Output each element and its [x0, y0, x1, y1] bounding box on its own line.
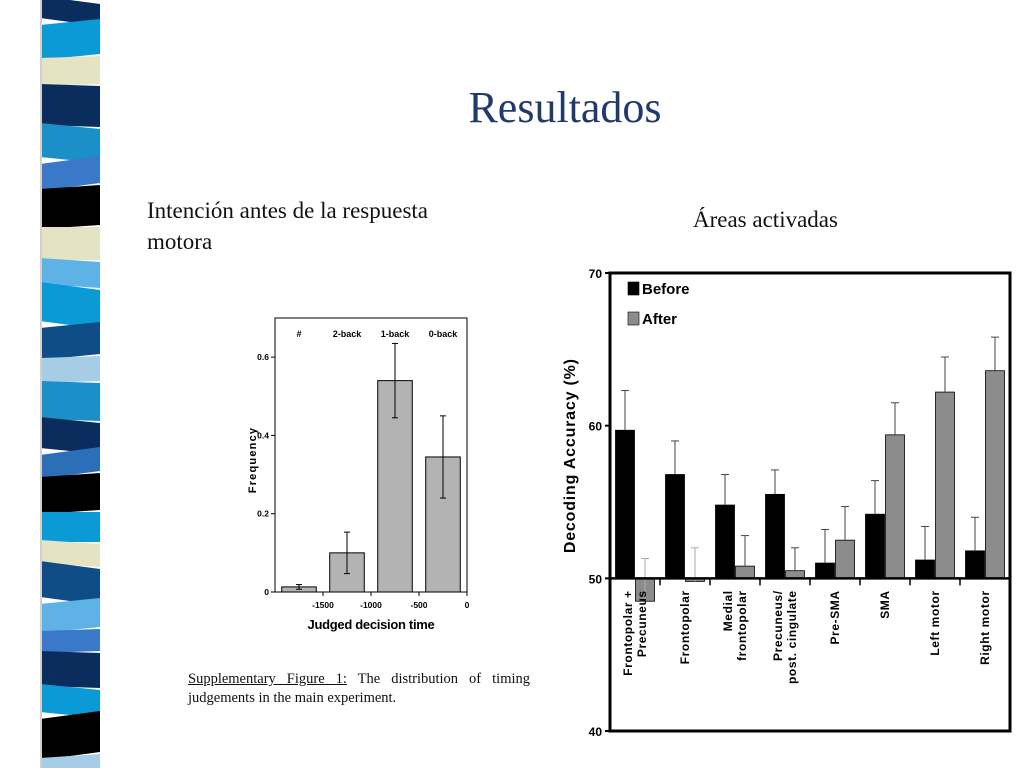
stripe-segment	[40, 227, 100, 260]
y-axis-label: Decoding Accuracy (%)	[562, 358, 579, 553]
bar-after	[835, 539, 855, 579]
top-label: 2-back	[333, 329, 363, 339]
category-label: SMA	[878, 590, 892, 618]
top-label: 0-back	[429, 329, 459, 339]
legend-label: After	[642, 311, 677, 328]
category-label-line: SMA	[878, 590, 892, 618]
stripe-segment	[40, 0, 100, 26]
y-tick-label: 0.2	[257, 509, 269, 519]
x-tick-label: -1000	[360, 600, 382, 610]
stripe-edge	[40, 0, 42, 768]
category-label-line: frontopolar	[735, 590, 749, 661]
category-label: Frontopolar + Precuneus	[621, 590, 649, 675]
stripe-segment	[40, 56, 100, 86]
category-label-line: post. cingulate	[785, 590, 799, 684]
category-label-line: Medial	[721, 590, 735, 631]
category-label-line: Right motor	[978, 590, 992, 665]
category-label: Medial frontopolar	[721, 590, 749, 661]
stripe-segment	[40, 123, 100, 163]
category-label-line: Pre-SMA	[828, 590, 842, 644]
y-tick-label: 0.6	[257, 352, 269, 362]
caption-text: The distribution of timing judgements in…	[188, 671, 530, 706]
category-label: Left motor	[928, 590, 942, 655]
x-axis-label: Judged decision time	[308, 617, 435, 632]
category-label: Right motor	[978, 590, 992, 665]
slide-title: Resultados	[468, 83, 662, 132]
category-label-line: Precuneus/	[771, 590, 785, 661]
category-label-line: Left motor	[928, 590, 942, 655]
stripe-segment	[40, 185, 100, 229]
bar-before	[915, 559, 935, 579]
stripe-segment	[40, 598, 100, 633]
stripe-segment	[40, 156, 100, 191]
left-subtitle: Intención antes de la respuesta motora	[147, 198, 428, 254]
stripe-segment	[40, 417, 100, 454]
stripe-margin	[0, 0, 40, 768]
category-label-line: Frontopolar +	[621, 590, 635, 675]
legend-swatch	[627, 311, 640, 326]
bar-after	[985, 370, 1005, 579]
legend-swatch	[627, 281, 640, 296]
stripe-segment	[40, 629, 100, 653]
bar-before	[715, 504, 735, 579]
decorative-stripe-band	[0, 0, 100, 768]
stripe-segment	[40, 447, 100, 479]
bar-before	[665, 474, 685, 579]
right-subtitle: Áreas activadas	[693, 207, 838, 232]
stripe-segment	[40, 282, 100, 329]
bar-before	[815, 562, 835, 579]
bar-before	[865, 513, 885, 579]
bar-before	[965, 550, 985, 579]
decoding-accuracy-chart: 40 50 60 70 Decoding Accuracy (%) Frontopolar…	[562, 267, 1012, 739]
category-label: Precuneus/post. cingulate	[771, 590, 799, 684]
stripe-segment	[40, 561, 100, 605]
category-label: Pre-SMA	[828, 590, 842, 644]
stripe-segment	[40, 651, 100, 688]
stripe-segment	[40, 381, 100, 421]
stripe-segment	[40, 322, 100, 360]
x-tick-label: -500	[410, 600, 427, 610]
bar-after	[885, 434, 905, 579]
category-label-line: Precuneus	[635, 590, 649, 657]
stripe-segment	[40, 684, 100, 718]
top-label: 1-back	[381, 329, 411, 339]
top-label: #	[296, 329, 301, 339]
stripe-segment	[40, 540, 100, 567]
bar-before	[765, 493, 785, 579]
y-tick-label: 0	[264, 587, 269, 597]
bar-after	[935, 391, 955, 579]
stripe-segment	[40, 473, 100, 514]
y-tick-label: 50	[589, 572, 603, 586]
legend-label: Before	[642, 281, 690, 298]
x-tick-label: 0	[465, 600, 470, 610]
frequency-chart: 0 0.2 0.4 0.6 -1500 -1000 -500 0 # 2-back 1-back 0-…	[247, 317, 470, 632]
x-tick-label: -1500	[312, 600, 334, 610]
bar-after	[735, 565, 755, 579]
stripe-segment	[40, 84, 100, 127]
stripe-segment	[40, 711, 100, 760]
y-tick-label: 40	[589, 725, 603, 739]
category-label-line: Frontopolar	[678, 590, 692, 664]
y-tick-label: 0.4	[257, 430, 269, 440]
category-label: Frontopolar	[678, 590, 692, 664]
stripe-segment	[40, 754, 100, 768]
stripe-segment	[40, 19, 100, 60]
figure-caption: Supplementary Figure 1: The distribution…	[188, 670, 530, 708]
y-tick-label: 60	[589, 420, 603, 434]
stripe-segment	[40, 258, 100, 288]
y-tick-label: 70	[589, 267, 603, 281]
stripe-segment	[40, 356, 100, 383]
y-axis-label: Frequency	[247, 427, 259, 493]
stripe-segment	[40, 512, 100, 542]
caption-label: Supplementary Figure 1:	[188, 671, 347, 687]
bar-before	[615, 429, 635, 579]
